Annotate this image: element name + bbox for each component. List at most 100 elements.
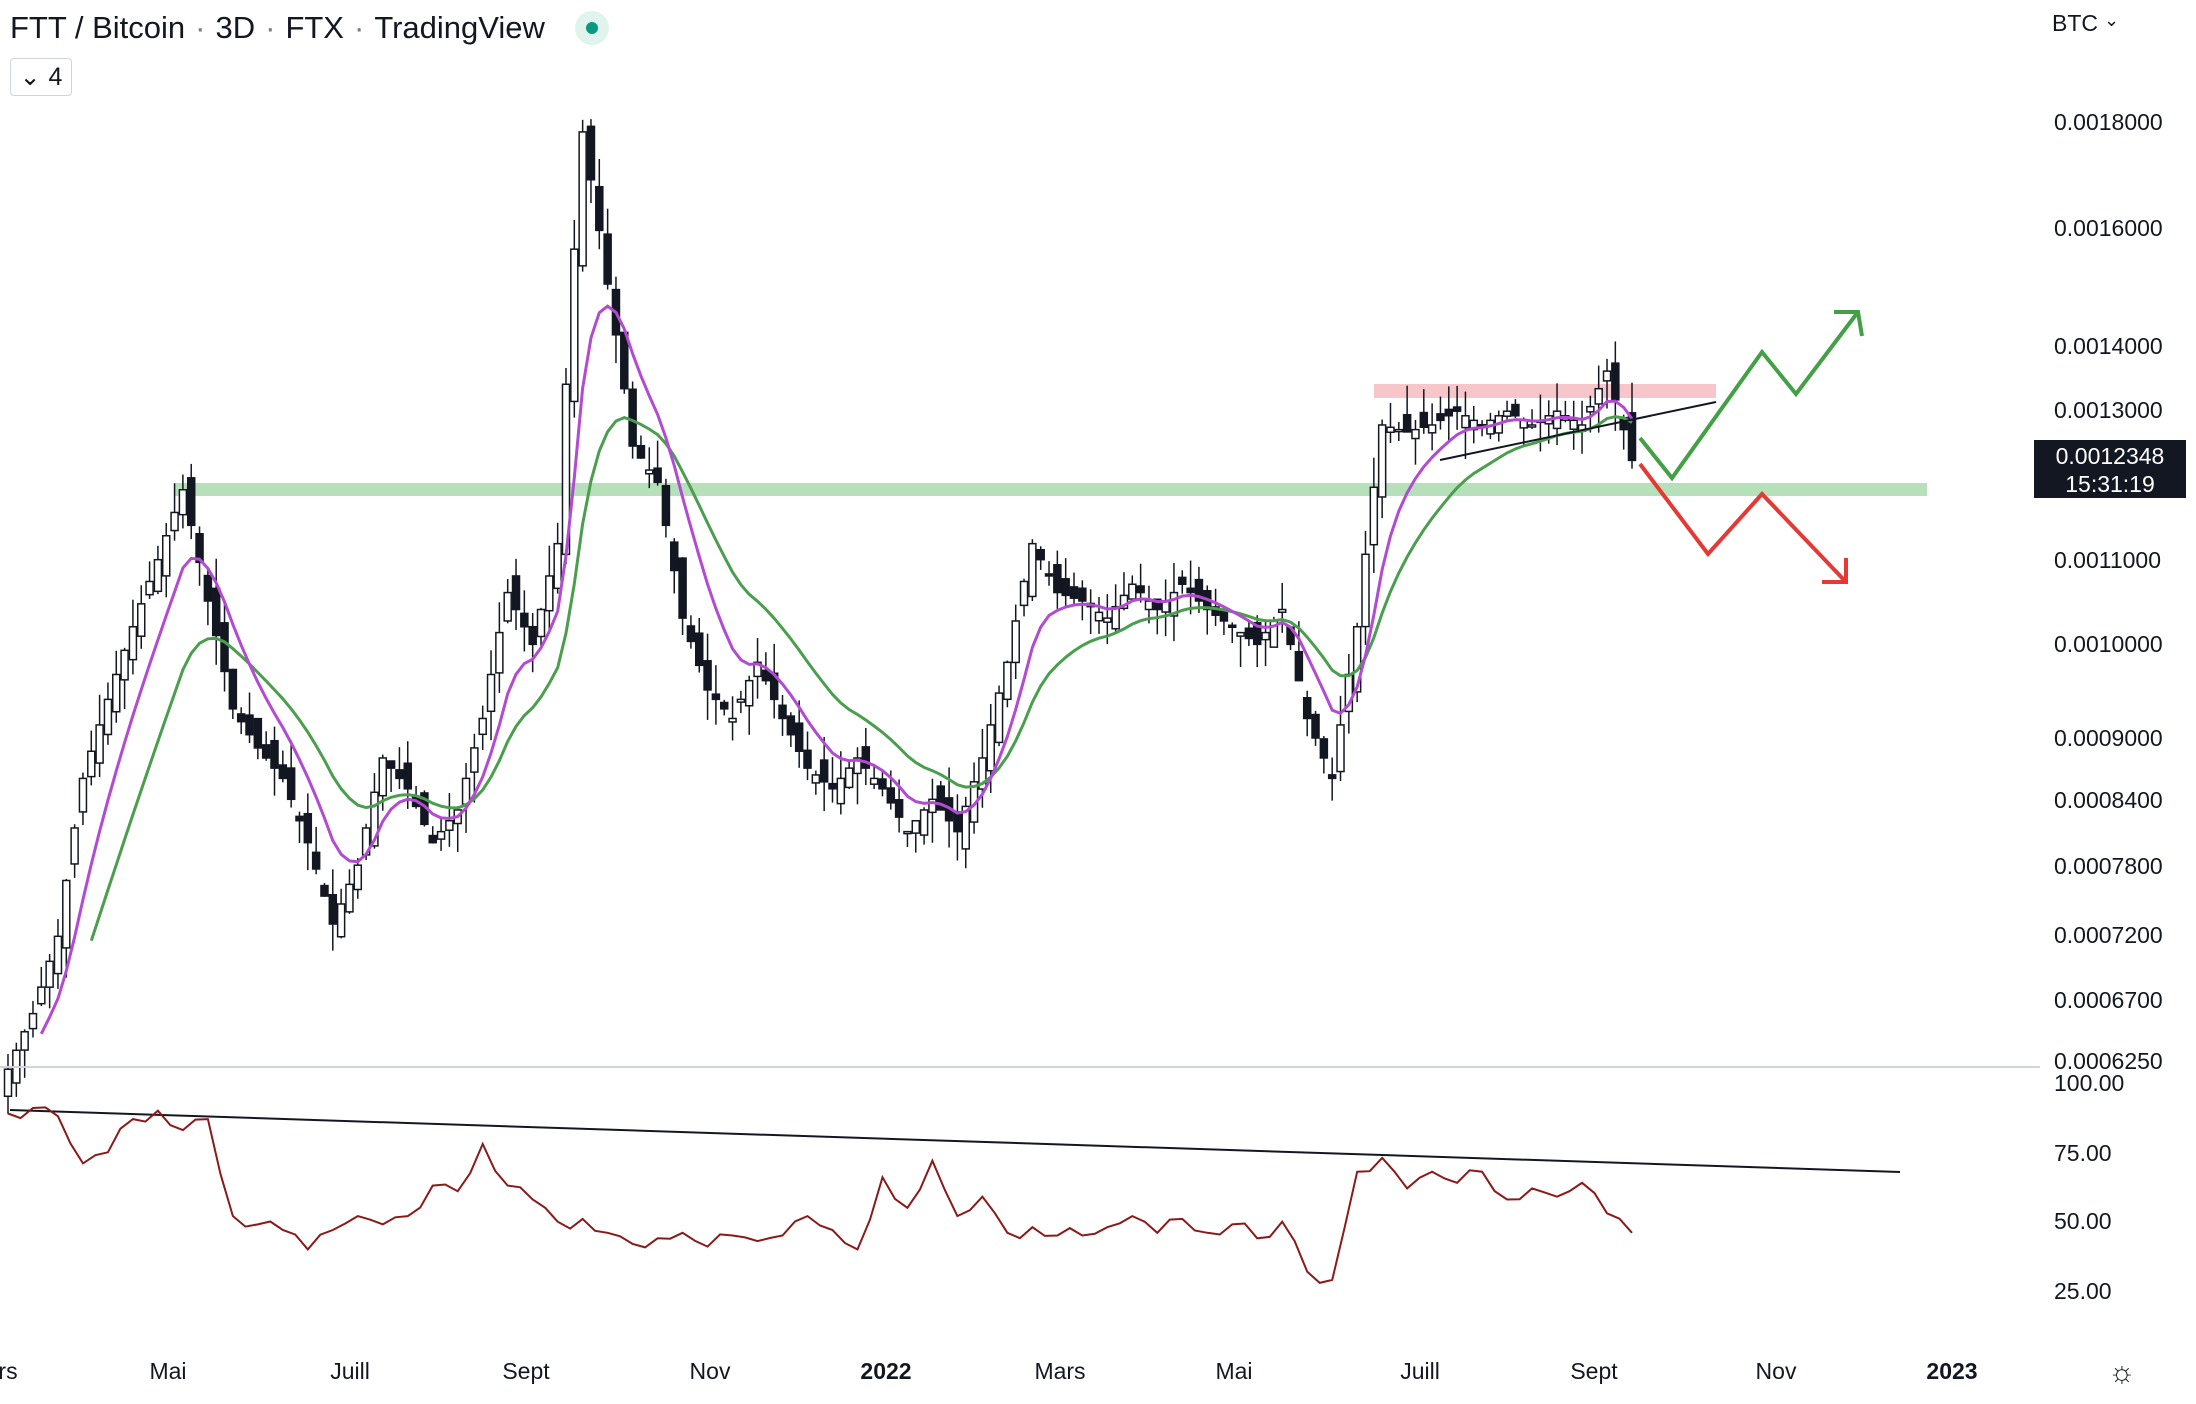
candle[interactable] bbox=[1369, 486, 1379, 546]
candle[interactable] bbox=[1019, 580, 1029, 607]
candle[interactable] bbox=[553, 542, 562, 590]
candle[interactable] bbox=[478, 717, 487, 736]
candle[interactable] bbox=[1411, 428, 1420, 440]
candle[interactable] bbox=[278, 764, 288, 780]
candle[interactable] bbox=[311, 851, 321, 870]
candle[interactable] bbox=[1227, 624, 1237, 628]
candle[interactable] bbox=[645, 469, 654, 475]
candle[interactable] bbox=[1594, 387, 1603, 405]
market-status-icon[interactable] bbox=[574, 11, 609, 45]
candle[interactable] bbox=[70, 827, 79, 865]
candle[interactable] bbox=[1386, 426, 1395, 434]
candle[interactable] bbox=[128, 626, 138, 661]
candle[interactable] bbox=[161, 535, 171, 577]
candle[interactable] bbox=[603, 233, 612, 285]
candle[interactable] bbox=[137, 603, 146, 637]
candle[interactable] bbox=[886, 787, 896, 804]
candle[interactable] bbox=[28, 1012, 38, 1030]
candle[interactable] bbox=[1611, 362, 1620, 401]
candle[interactable] bbox=[545, 575, 554, 612]
candle[interactable] bbox=[936, 785, 946, 811]
candle[interactable] bbox=[520, 612, 529, 628]
candle[interactable] bbox=[62, 879, 71, 949]
candle[interactable] bbox=[353, 864, 363, 891]
candle[interactable] bbox=[386, 760, 396, 769]
candle[interactable] bbox=[53, 935, 63, 975]
chart-title[interactable]: FTT / Bitcoin · 3D · FTX · TradingView bbox=[10, 10, 609, 46]
gear-icon[interactable]: ☼ bbox=[2108, 1356, 2136, 1389]
candle[interactable] bbox=[1502, 410, 1512, 417]
candle[interactable] bbox=[245, 714, 254, 736]
candle[interactable] bbox=[1311, 713, 1320, 739]
candle[interactable] bbox=[1128, 583, 1137, 600]
candle[interactable] bbox=[1028, 542, 1037, 598]
candle[interactable] bbox=[719, 701, 729, 710]
candle[interactable] bbox=[1452, 406, 1462, 412]
indicators-toggle-button[interactable]: ⌄ 4 bbox=[10, 58, 72, 96]
interval[interactable]: 3D bbox=[215, 10, 256, 45]
candle[interactable] bbox=[778, 704, 787, 720]
candle[interactable] bbox=[270, 739, 279, 769]
candle[interactable] bbox=[211, 587, 221, 637]
candle[interactable] bbox=[303, 812, 313, 844]
candle[interactable] bbox=[486, 673, 496, 713]
candle[interactable] bbox=[328, 894, 338, 925]
candle[interactable] bbox=[911, 819, 921, 834]
candle[interactable] bbox=[1044, 573, 1054, 577]
candle[interactable] bbox=[653, 467, 662, 484]
candle[interactable] bbox=[1327, 774, 1337, 780]
candle[interactable] bbox=[1302, 697, 1312, 720]
candle[interactable] bbox=[661, 484, 671, 527]
symbol-pair[interactable]: FTT / Bitcoin bbox=[10, 10, 186, 45]
candle[interactable] bbox=[220, 622, 229, 673]
candle[interactable] bbox=[928, 798, 937, 814]
candle[interactable] bbox=[1586, 405, 1595, 413]
currency-selector[interactable]: BTC ⌄ bbox=[2052, 10, 2119, 37]
candle[interactable] bbox=[120, 649, 129, 681]
candle[interactable] bbox=[261, 744, 271, 759]
candle[interactable] bbox=[1569, 419, 1578, 430]
candle[interactable] bbox=[536, 608, 546, 638]
candle[interactable] bbox=[1527, 424, 1537, 428]
candle[interactable] bbox=[1094, 611, 1104, 622]
candle[interactable] bbox=[45, 960, 54, 988]
candle[interactable] bbox=[336, 903, 346, 938]
candle[interactable] bbox=[828, 782, 837, 790]
candle[interactable] bbox=[145, 580, 154, 596]
candle[interactable] bbox=[636, 444, 646, 459]
candle[interactable] bbox=[686, 625, 696, 643]
candle[interactable] bbox=[1153, 598, 1162, 611]
candle[interactable] bbox=[753, 661, 762, 678]
candle[interactable] bbox=[844, 767, 854, 789]
candle[interactable] bbox=[1277, 608, 1287, 614]
candle[interactable] bbox=[1294, 650, 1304, 682]
candle[interactable] bbox=[153, 558, 163, 593]
candle[interactable] bbox=[1186, 587, 1195, 594]
candle[interactable] bbox=[861, 746, 871, 769]
candle[interactable] bbox=[20, 1031, 29, 1051]
candle[interactable] bbox=[811, 774, 821, 784]
candle[interactable] bbox=[961, 805, 970, 850]
candle[interactable] bbox=[1419, 411, 1429, 429]
candle[interactable] bbox=[1319, 738, 1329, 759]
candle[interactable] bbox=[1352, 626, 1362, 693]
candle[interactable] bbox=[1361, 553, 1370, 628]
candle[interactable] bbox=[495, 631, 504, 674]
candle[interactable] bbox=[1194, 578, 1204, 602]
candle[interactable] bbox=[286, 767, 296, 801]
candle[interactable] bbox=[1219, 609, 1229, 622]
candle[interactable] bbox=[1511, 403, 1520, 417]
candle[interactable] bbox=[1136, 585, 1145, 594]
candle[interactable] bbox=[744, 679, 754, 707]
candle[interactable] bbox=[528, 625, 537, 646]
candle[interactable] bbox=[1402, 413, 1412, 433]
candle[interactable] bbox=[803, 749, 812, 769]
candle[interactable] bbox=[794, 722, 804, 753]
candle[interactable] bbox=[570, 248, 579, 403]
candle[interactable] bbox=[378, 757, 388, 797]
candle[interactable] bbox=[470, 747, 479, 773]
candle[interactable] bbox=[903, 830, 912, 835]
candle[interactable] bbox=[1261, 631, 1270, 641]
candle[interactable] bbox=[1252, 621, 1262, 646]
candle[interactable] bbox=[1103, 617, 1112, 623]
